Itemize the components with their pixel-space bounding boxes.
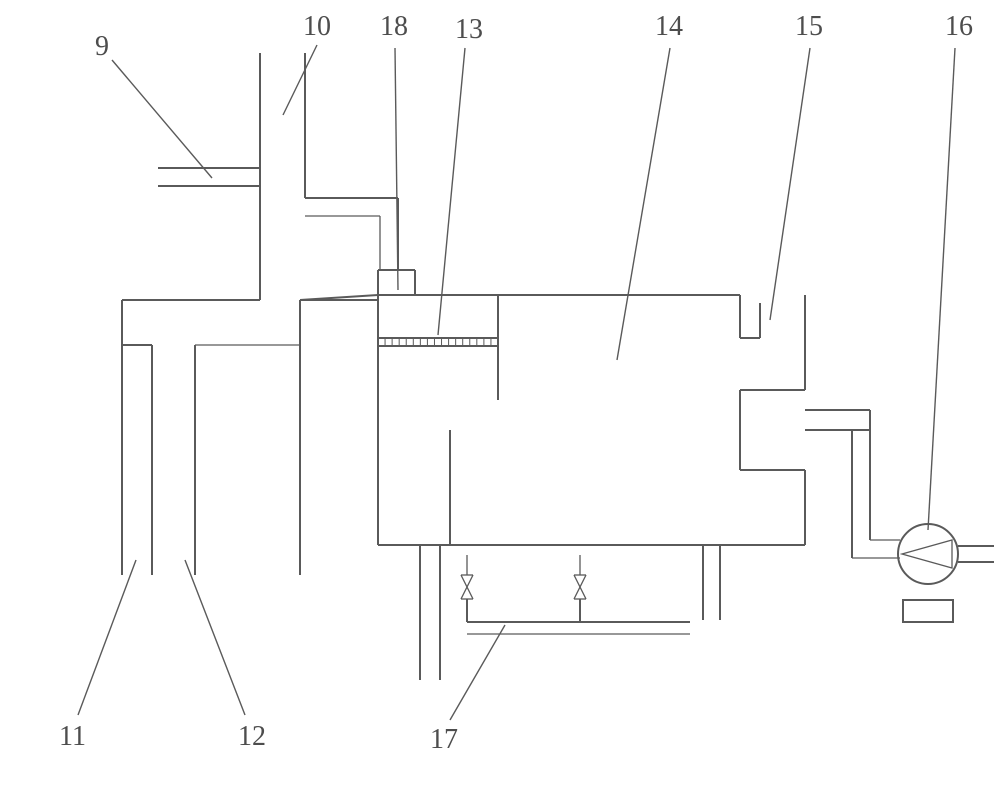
label-l13: 13 — [455, 14, 483, 45]
label-l10: 10 — [303, 11, 331, 42]
label-l16: 16 — [945, 11, 973, 42]
label-l14: 14 — [655, 11, 683, 42]
label-l15: 15 — [795, 11, 823, 42]
schematic: 9 10 11 12 13 14 15 16 17 18 — [0, 0, 1000, 789]
label-l18: 18 — [380, 11, 408, 42]
label-l17: 17 — [430, 724, 458, 755]
label-l9: 9 — [95, 31, 109, 62]
label-l11: 11 — [59, 721, 86, 752]
label-l12: 12 — [238, 721, 266, 752]
